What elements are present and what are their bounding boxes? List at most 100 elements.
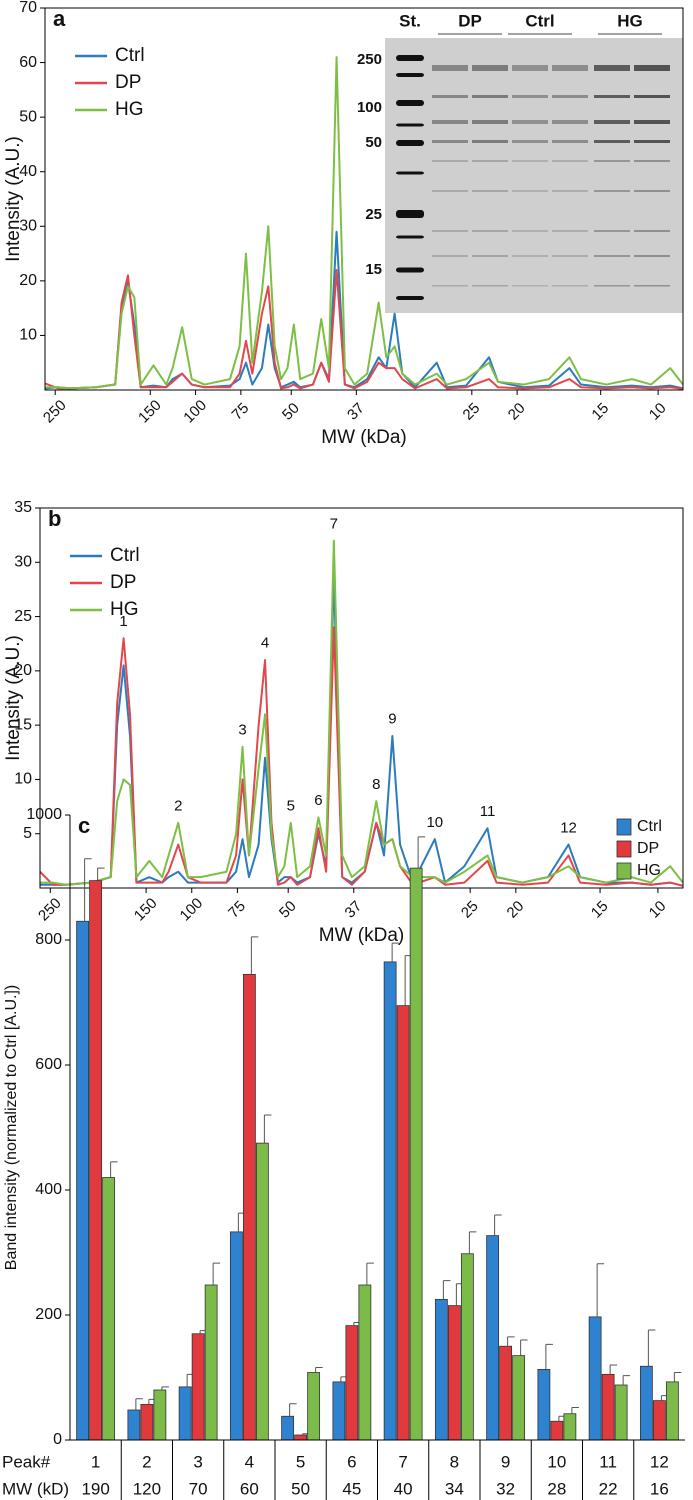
gel-band — [472, 160, 508, 162]
gel-band — [594, 95, 630, 98]
gel-band — [512, 140, 548, 143]
x-tick-label: 25 — [458, 898, 482, 922]
gel-band — [594, 160, 630, 162]
ladder-band — [396, 267, 424, 273]
bar — [639, 1365, 653, 1441]
y-tick-label: 30 — [14, 554, 32, 571]
x-tick-label: 250 — [40, 397, 70, 427]
x-tick-label: 100 — [180, 397, 210, 427]
y-tick-label: 35 — [14, 499, 32, 516]
legend-label: Ctrl — [637, 818, 662, 835]
gel-band — [552, 140, 588, 143]
ladder-band — [396, 73, 424, 77]
marker-label: 250 — [357, 51, 382, 68]
x-tick-label: 37 — [344, 400, 368, 424]
bar — [512, 1355, 526, 1441]
lane-label: HG — [617, 11, 643, 30]
gel-band — [512, 95, 548, 98]
x-tick-label: 10 — [646, 898, 670, 922]
mw-value: 16 — [650, 1479, 669, 1498]
bar — [447, 1305, 461, 1441]
mw-value: 190 — [81, 1479, 109, 1498]
y-tick-label: 600 — [35, 1056, 62, 1073]
y-tick-label: 200 — [35, 1306, 62, 1323]
y-tick-label: 5 — [23, 825, 32, 842]
x-tick-label: 3 — [193, 1452, 202, 1471]
gel-band — [472, 140, 508, 143]
x-tick-label: 9 — [501, 1452, 510, 1471]
bar — [178, 1386, 192, 1441]
gel-band — [512, 160, 548, 162]
gel-band — [594, 120, 630, 124]
x-tick-label: 6 — [347, 1452, 356, 1471]
bar — [434, 1298, 448, 1441]
x-tick-label: 15 — [588, 400, 612, 424]
x-tick-label: 11 — [599, 1452, 617, 1471]
peak-label: 10 — [426, 814, 443, 831]
trace-line — [40, 572, 684, 887]
row-label: MW (kD) — [2, 1479, 69, 1498]
x-tick-label: 75 — [229, 400, 253, 424]
gel-band — [634, 285, 670, 287]
gel-band — [634, 190, 670, 192]
gel-band — [432, 255, 468, 257]
legend-label: HG — [637, 862, 661, 879]
y-tick-label: 0 — [53, 1431, 62, 1448]
plot-frame — [44, 7, 684, 391]
x-tick-label: 5 — [296, 1452, 305, 1471]
marker-label: 25 — [365, 206, 382, 223]
y-tick-label: 800 — [35, 931, 62, 948]
y-axis-label: Band intensity (normalized to Ctrl [A.U.… — [3, 985, 20, 1270]
gel-band — [432, 230, 468, 232]
gel-band — [634, 65, 670, 71]
gel-band — [432, 65, 468, 71]
x-tick-label: 2 — [142, 1452, 151, 1471]
peak-label: 3 — [238, 722, 246, 739]
gel-band — [512, 285, 548, 287]
peak-label: 8 — [372, 776, 380, 793]
y-tick-label: 70 — [19, 0, 37, 16]
x-tick-label: 250 — [35, 895, 65, 925]
gel-band — [512, 120, 548, 124]
gel-band — [552, 285, 588, 287]
x-tick-label: 150 — [135, 397, 165, 427]
x-tick-label: 100 — [177, 895, 207, 925]
y-tick-label: 20 — [14, 662, 32, 679]
bar — [281, 1415, 295, 1441]
gel-band — [512, 65, 548, 71]
ladder-band — [396, 210, 424, 218]
gel-band — [594, 190, 630, 192]
y-tick-label: 60 — [19, 54, 37, 71]
legend-swatch — [616, 840, 632, 858]
bar — [563, 1413, 577, 1441]
gel-band — [472, 230, 508, 232]
lane-label: St. — [399, 11, 421, 30]
bar — [537, 1368, 551, 1441]
gel-band — [512, 230, 548, 232]
x-tick-label: 37 — [341, 898, 365, 922]
lane-label: Ctrl — [525, 11, 554, 30]
gel-band — [552, 230, 588, 232]
gel-band — [472, 95, 508, 98]
x-tick-label: 150 — [131, 895, 161, 925]
y-tick-label: 20 — [19, 272, 37, 289]
mw-value: 70 — [189, 1479, 208, 1498]
gel-band — [594, 230, 630, 232]
mw-value: 28 — [547, 1479, 566, 1498]
gel-band — [432, 160, 468, 162]
ladder-band — [396, 55, 424, 61]
ladder-band — [396, 123, 424, 127]
x-tick-label: 8 — [450, 1452, 459, 1471]
gel-band — [594, 285, 630, 287]
bar — [460, 1253, 474, 1441]
lane-label: DP — [458, 11, 482, 30]
y-tick-label: 10 — [19, 327, 37, 344]
legend-label: DP — [637, 840, 659, 857]
ladder-band — [396, 235, 424, 239]
ladder-band — [396, 100, 424, 106]
bar — [294, 1434, 308, 1441]
bar — [601, 1373, 615, 1441]
gel-band — [634, 230, 670, 232]
